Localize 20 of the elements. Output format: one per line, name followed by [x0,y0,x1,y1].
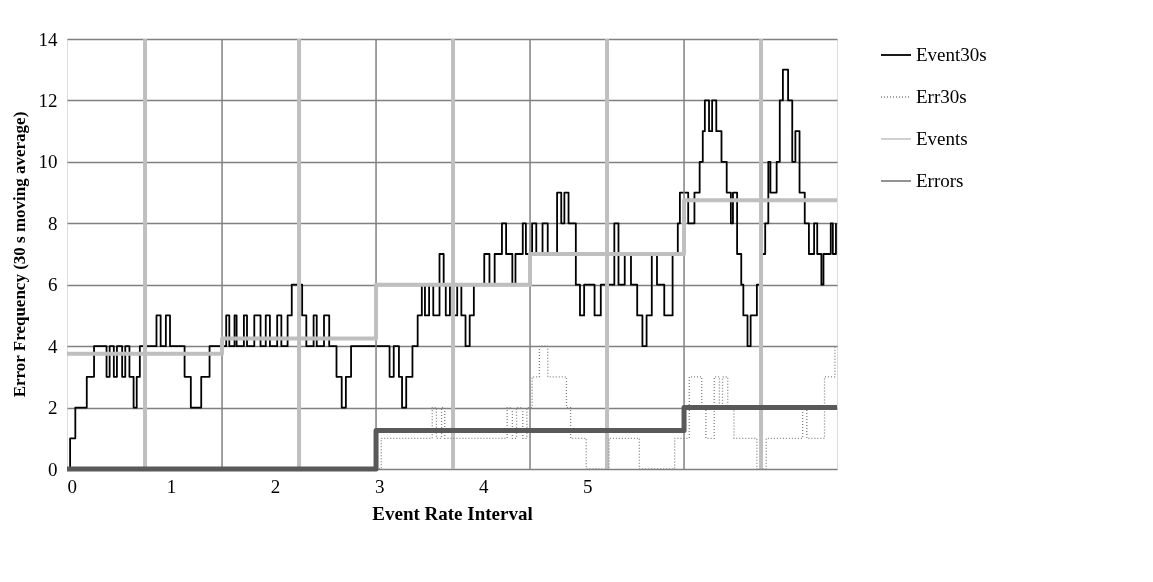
y-tick-label: 2 [48,397,58,419]
legend-label: Event30s [916,44,987,65]
y-tick-label: 0 [48,458,58,480]
y-tick-label: 14 [38,28,58,50]
y-tick-label: 6 [48,274,58,296]
x-tick-label: 2 [270,475,281,497]
x-tick-label: 3 [374,475,385,497]
y-tick-label: 12 [38,89,58,111]
y-axis-title: Error Frequency (30 s moving average) [9,111,29,398]
x-tick-label: 4 [478,475,489,497]
y-tick-label: 4 [48,335,58,357]
y-tick-label: 10 [38,151,58,173]
legend-label: Err30s [916,86,967,107]
x-tick-label: 0 [67,475,77,497]
x-tick-label: 5 [583,475,593,497]
y-tick-label: 8 [48,212,58,234]
x-axis-title: Event Rate Interval [372,502,533,524]
x-tick-label: 1 [166,475,177,497]
legend-label: Errors [916,170,964,191]
legend-label: Events [916,128,968,149]
